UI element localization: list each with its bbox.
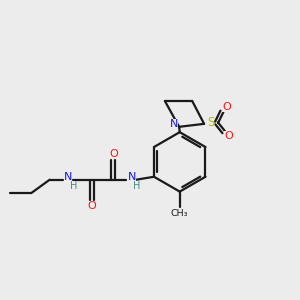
Text: S: S (207, 116, 214, 129)
Text: O: O (222, 102, 231, 112)
Text: H: H (70, 181, 77, 191)
Text: N: N (64, 172, 72, 182)
Text: N: N (128, 172, 136, 182)
Text: O: O (109, 148, 118, 159)
Text: O: O (88, 201, 96, 211)
Text: O: O (224, 131, 233, 141)
Text: H: H (133, 181, 140, 191)
Text: N: N (169, 119, 178, 129)
Text: CH₃: CH₃ (171, 209, 188, 218)
